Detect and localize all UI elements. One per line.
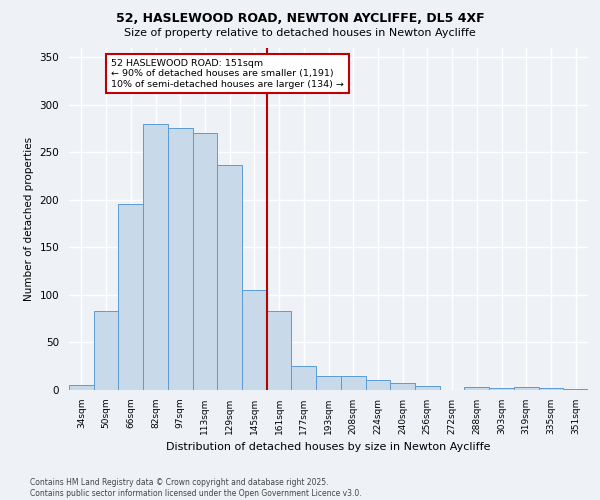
Bar [365,380,390,390]
Bar [489,388,514,390]
Text: 52, HASLEWOOD ROAD, NEWTON AYCLIFFE, DL5 4XF: 52, HASLEWOOD ROAD, NEWTON AYCLIFFE, DL5… [116,12,484,26]
Bar [464,387,489,390]
Bar [292,366,316,390]
X-axis label: Distribution of detached houses by size in Newton Aycliffe: Distribution of detached houses by size … [166,442,491,452]
Text: 52 HASLEWOOD ROAD: 151sqm
← 90% of detached houses are smaller (1,191)
10% of se: 52 HASLEWOOD ROAD: 151sqm ← 90% of detac… [111,59,344,88]
Bar [143,124,168,390]
Bar [94,311,118,390]
Bar [168,128,193,390]
Bar [193,133,217,390]
Bar [69,385,94,390]
Bar [539,388,563,390]
Bar [563,389,588,390]
Bar [390,384,415,390]
Bar [341,376,365,390]
Bar [242,290,267,390]
Y-axis label: Number of detached properties: Number of detached properties [24,136,34,301]
Bar [118,204,143,390]
Bar [316,376,341,390]
Text: Contains HM Land Registry data © Crown copyright and database right 2025.
Contai: Contains HM Land Registry data © Crown c… [30,478,362,498]
Text: Size of property relative to detached houses in Newton Aycliffe: Size of property relative to detached ho… [124,28,476,38]
Bar [415,386,440,390]
Bar [217,166,242,390]
Bar [514,387,539,390]
Bar [267,311,292,390]
